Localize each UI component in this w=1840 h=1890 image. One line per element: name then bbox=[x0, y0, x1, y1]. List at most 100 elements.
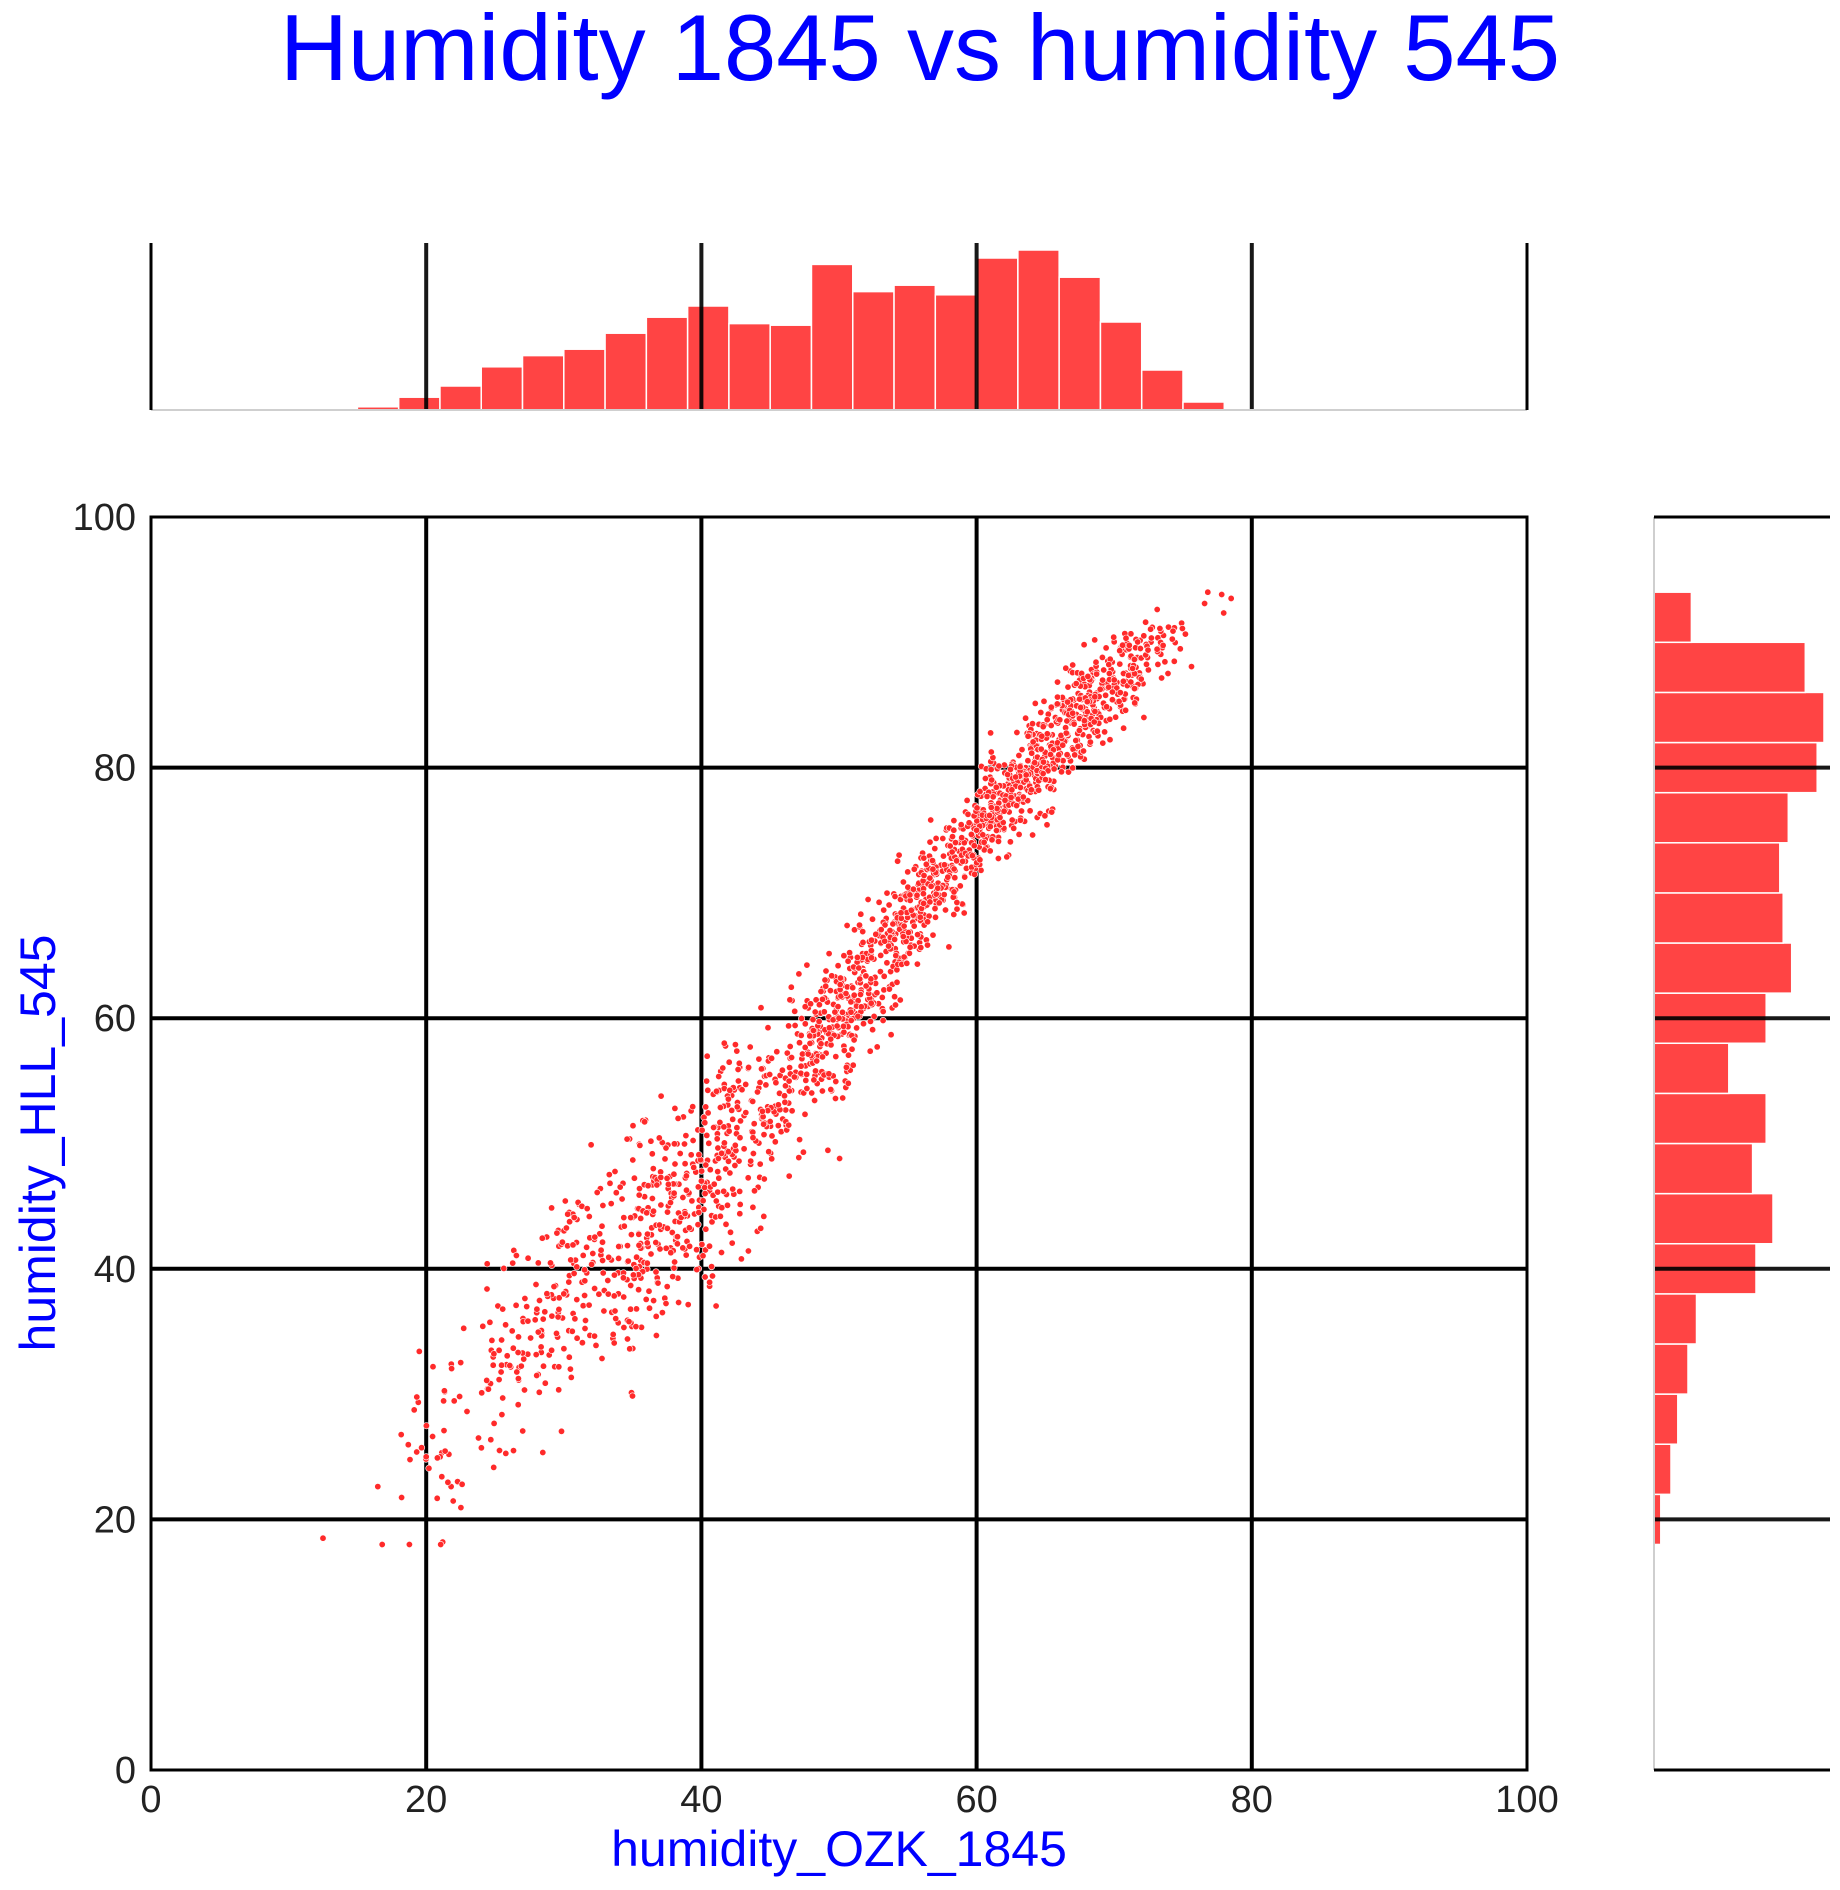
scatter-point bbox=[826, 987, 834, 995]
scatter-point bbox=[847, 1008, 855, 1016]
scatter-point bbox=[760, 1131, 768, 1139]
scatter-point bbox=[648, 1150, 656, 1158]
scatter-point bbox=[872, 930, 880, 938]
scatter-point bbox=[611, 1168, 619, 1176]
scatter-point bbox=[1039, 770, 1047, 778]
scatter-point bbox=[702, 1161, 710, 1169]
scatter-point bbox=[1037, 745, 1045, 753]
scatter-point bbox=[1159, 641, 1167, 649]
scatter-point bbox=[669, 1273, 677, 1281]
scatter-point bbox=[736, 1187, 744, 1195]
scatter-point bbox=[778, 1066, 786, 1074]
scatter-point bbox=[768, 1054, 776, 1062]
scatter-point bbox=[1127, 678, 1135, 686]
scatter-point bbox=[670, 1264, 678, 1272]
scatter-point bbox=[948, 848, 956, 856]
scatter-point bbox=[801, 1020, 809, 1028]
scatter-point bbox=[939, 834, 947, 842]
scatter-point bbox=[599, 1202, 607, 1210]
scatter-point bbox=[673, 1240, 681, 1248]
scatter-point bbox=[573, 1263, 581, 1271]
scatter-point bbox=[560, 1290, 568, 1298]
scatter-point bbox=[698, 1240, 706, 1248]
scatter-point bbox=[714, 1188, 722, 1196]
scatter-point bbox=[533, 1305, 541, 1313]
marginal-y-bar bbox=[1653, 1443, 1672, 1496]
scatter-point bbox=[755, 1055, 763, 1063]
scatter-point bbox=[1090, 718, 1098, 726]
scatter-point bbox=[682, 1251, 690, 1259]
scatter-point bbox=[652, 1239, 660, 1247]
scatter-point bbox=[564, 1210, 572, 1218]
scatter-point bbox=[514, 1401, 522, 1409]
scatter-point bbox=[552, 1329, 560, 1337]
scatter-point bbox=[712, 1197, 720, 1205]
scatter-point bbox=[641, 1118, 649, 1126]
y-tick-label: 60 bbox=[94, 998, 136, 1040]
scatter-point bbox=[722, 1165, 730, 1173]
scatter-point bbox=[940, 861, 948, 869]
scatter-point bbox=[824, 1146, 832, 1154]
scatter-point bbox=[623, 1135, 631, 1143]
scatter-point bbox=[415, 1347, 423, 1355]
scatter-point bbox=[1016, 763, 1024, 771]
scatter-point bbox=[993, 804, 1001, 812]
scatter-point bbox=[820, 1008, 828, 1016]
scatter-point bbox=[693, 1246, 701, 1254]
scatter-point bbox=[604, 1277, 612, 1285]
scatter-point bbox=[749, 1150, 757, 1158]
scatter-point bbox=[1080, 717, 1088, 725]
scatter-point bbox=[806, 1039, 814, 1047]
scatter-point bbox=[585, 1213, 593, 1221]
scatter-point bbox=[931, 905, 939, 913]
scatter-point bbox=[599, 1257, 607, 1265]
scatter-point bbox=[647, 1250, 655, 1258]
scatter-point bbox=[762, 1081, 770, 1089]
scatter-point bbox=[397, 1431, 405, 1439]
scatter-point bbox=[550, 1283, 558, 1291]
scatter-point bbox=[988, 836, 996, 844]
scatter-point bbox=[1027, 786, 1035, 794]
scatter-point bbox=[706, 1166, 714, 1174]
scatter-point bbox=[684, 1301, 692, 1309]
scatter-point bbox=[1003, 853, 1011, 861]
scatter-point bbox=[543, 1290, 551, 1298]
scatter-point bbox=[698, 1126, 706, 1134]
scatter-point bbox=[935, 899, 943, 907]
scatter-point bbox=[704, 1086, 712, 1094]
scatter-point bbox=[825, 950, 833, 958]
scatter-point bbox=[807, 1000, 815, 1008]
scatter-point bbox=[495, 1447, 503, 1455]
scatter-point bbox=[656, 1245, 664, 1253]
scatter-point bbox=[840, 1047, 848, 1055]
scatter-point bbox=[1125, 641, 1133, 649]
scatter-point bbox=[1063, 717, 1071, 725]
scatter-point bbox=[655, 1134, 663, 1142]
scatter-point bbox=[713, 1135, 721, 1143]
scatter-point bbox=[1075, 726, 1083, 734]
scatter-point bbox=[695, 1209, 703, 1217]
scatter-point bbox=[979, 831, 987, 839]
scatter-point bbox=[716, 1212, 724, 1220]
scatter-point bbox=[581, 1292, 589, 1300]
scatter-point bbox=[1105, 661, 1113, 669]
scatter-point bbox=[965, 819, 973, 827]
scatter-point bbox=[595, 1290, 603, 1298]
scatter-point bbox=[670, 1189, 678, 1197]
scatter-point bbox=[910, 865, 918, 873]
scatter-point bbox=[1055, 751, 1063, 759]
scatter-point bbox=[533, 1372, 541, 1380]
scatter-point bbox=[538, 1234, 546, 1242]
scatter-point bbox=[374, 1483, 382, 1491]
scatter-point bbox=[1116, 647, 1124, 655]
scatter-point bbox=[760, 1175, 768, 1183]
scatter-point bbox=[440, 1387, 448, 1395]
scatter-point bbox=[786, 1064, 794, 1072]
scatter-point bbox=[695, 1151, 703, 1159]
scatter-point bbox=[1062, 729, 1070, 737]
scatter-point bbox=[798, 1014, 806, 1022]
scatter-point bbox=[440, 1397, 448, 1405]
scatter-point bbox=[891, 993, 899, 1001]
scatter-point bbox=[610, 1271, 618, 1279]
scatter-point bbox=[681, 1210, 689, 1218]
